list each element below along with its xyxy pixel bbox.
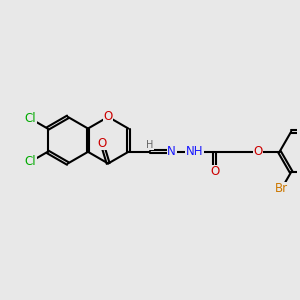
Text: O: O — [98, 137, 107, 150]
Text: Cl: Cl — [25, 155, 36, 168]
Text: Br: Br — [275, 182, 288, 195]
Text: N: N — [167, 145, 176, 158]
Text: O: O — [103, 110, 113, 123]
Text: H: H — [146, 140, 154, 150]
Text: O: O — [210, 166, 219, 178]
Text: NH: NH — [186, 145, 203, 158]
Text: O: O — [253, 145, 262, 158]
Text: Cl: Cl — [25, 112, 36, 125]
